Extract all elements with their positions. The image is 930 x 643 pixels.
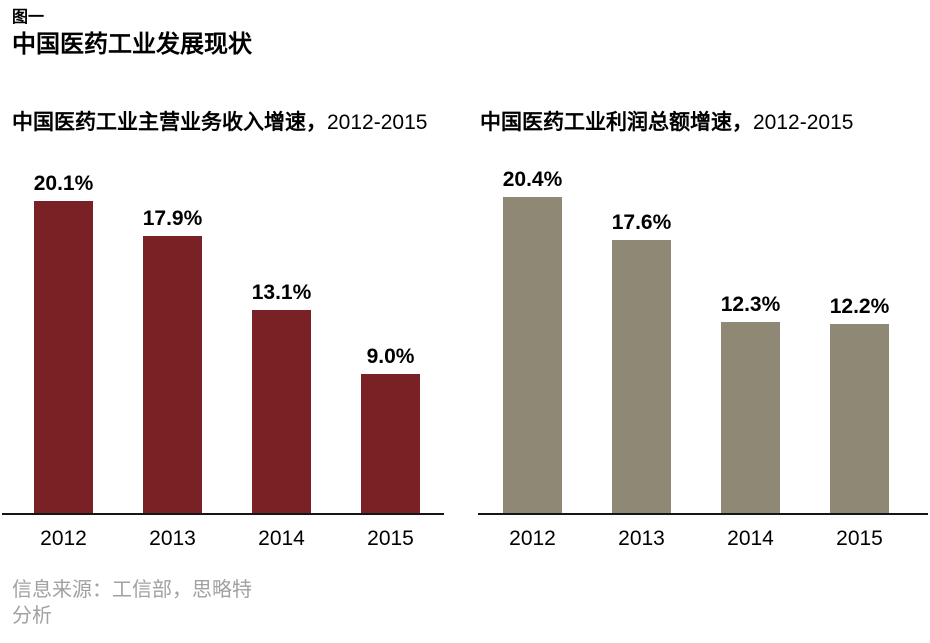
bar (503, 197, 562, 513)
x-axis (2, 513, 444, 515)
revenue-chart-title-text: 中国医药工业主营业务收入增速， (12, 110, 327, 134)
bar-value-label: 12.3% (720, 293, 781, 316)
bar-value-label: 12.2% (829, 295, 890, 318)
x-tick-label: 2012 (509, 527, 556, 550)
profit-chart-title-text: 中国医药工业利润总额增速， (480, 110, 753, 134)
bar (361, 374, 420, 513)
x-axis (478, 513, 928, 515)
revenue-chart-title: 中国医药工业主营业务收入增速，2012-2015 (12, 108, 427, 137)
source-note-line2: 分析 (12, 605, 52, 627)
bar (721, 322, 780, 513)
bar-value-label: 20.1% (33, 172, 94, 195)
bar (34, 201, 93, 513)
bar-value-label: 17.9% (142, 207, 203, 230)
x-tick-label: 2013 (149, 527, 196, 550)
x-tick-label: 2014 (727, 527, 774, 550)
figure-title: 中国医药工业发展现状 (12, 32, 252, 58)
x-tick-label: 2015 (367, 527, 414, 550)
bar-value-label: 13.1% (251, 281, 312, 304)
bar-value-label: 9.0% (366, 345, 415, 368)
x-tick-label: 2012 (40, 527, 87, 550)
bar-value-label: 20.4% (502, 168, 563, 191)
x-tick-label: 2015 (836, 527, 883, 550)
profit-chart-title-period: 2012-2015 (753, 111, 854, 134)
source-note: 信息来源：工信部，思略特 分析 (12, 577, 252, 629)
profit-chart-title: 中国医药工业利润总额增速，2012-2015 (480, 108, 853, 137)
bar (612, 240, 671, 513)
source-note-line1: 信息来源：工信部，思略特 (12, 579, 252, 601)
bar-value-label: 17.6% (611, 211, 672, 234)
x-tick-label: 2013 (618, 527, 665, 550)
bar (143, 236, 202, 513)
x-tick-label: 2014 (258, 527, 305, 550)
revenue-chart-title-period: 2012-2015 (327, 111, 428, 134)
bar (252, 310, 311, 513)
figure-label: 图一 (12, 9, 45, 26)
bar (830, 324, 889, 513)
